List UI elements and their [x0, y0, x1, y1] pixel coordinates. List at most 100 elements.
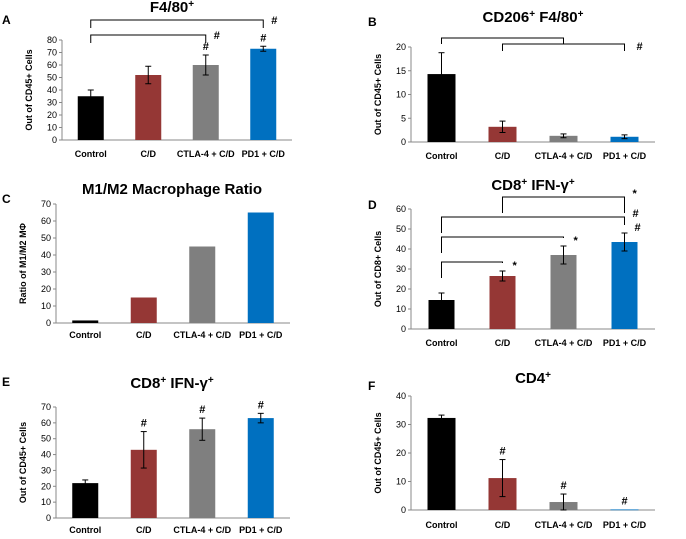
- category-label: Control: [69, 525, 101, 535]
- category-label: CTLA-4 + C/D: [535, 151, 593, 161]
- y-axis-label: Out of CD45+ Cells: [373, 412, 383, 493]
- chart-title: CD4+: [515, 370, 551, 387]
- bracket-line: [441, 216, 625, 233]
- chart-title: CD8+ IFN-γ+: [491, 177, 575, 194]
- category-label: C/D: [495, 520, 511, 530]
- bracket-label: #: [633, 208, 639, 220]
- category-label: PD1 + C/D: [242, 149, 286, 159]
- y-tick-label: 70: [41, 402, 51, 412]
- chart-panel-d: D CD8+ IFN-γ+ 0 10 20 30 40 50 60 Out of CD8+ Cel…: [368, 177, 655, 348]
- y-tick-label: 30: [396, 420, 406, 430]
- y-tick-label: 30: [41, 465, 51, 475]
- bar-4: [247, 418, 274, 518]
- y-tick-label: 70: [47, 48, 57, 58]
- significance-mark: #: [621, 495, 627, 507]
- panel-label: E: [2, 375, 10, 389]
- y-tick-label: 10: [41, 301, 51, 311]
- category-label: CTLA-4 + C/D: [535, 338, 593, 348]
- y-tick-label: 20: [396, 42, 406, 52]
- y-tick-label: 80: [47, 35, 57, 45]
- category-label: PD1 + C/D: [603, 520, 647, 530]
- comparison-bracket: #: [441, 37, 643, 53]
- significance-mark: #: [258, 399, 264, 411]
- bracket-line: [441, 236, 564, 253]
- bar-1: [72, 320, 99, 323]
- significance-mark: #: [203, 41, 209, 53]
- y-tick-label: 30: [41, 267, 51, 277]
- chart-panel-e: E CD8+ IFN-γ+ 0 10 20 30 40 50 60 70 Out of CD45+ …: [2, 375, 290, 535]
- y-tick-label: 0: [401, 137, 406, 147]
- bar-1: [427, 417, 456, 510]
- significance-mark: *: [513, 260, 518, 272]
- bar-4: [610, 509, 639, 511]
- y-tick-label: 40: [396, 244, 406, 254]
- bracket-line: [441, 37, 564, 44]
- bracket-label: *: [633, 188, 638, 200]
- y-tick-label: 30: [47, 98, 57, 108]
- chart-title: CD206+ F4/80+: [483, 9, 584, 26]
- bar-3: [550, 255, 577, 329]
- y-tick-label: 50: [47, 73, 57, 83]
- bar-1: [77, 96, 104, 140]
- bracket-label: #: [271, 15, 277, 27]
- y-tick-label: 70: [41, 199, 51, 209]
- y-tick-label: 0: [46, 318, 51, 328]
- category-label: C/D: [136, 330, 152, 340]
- chart-title: CD8+ IFN-γ+: [130, 375, 214, 392]
- y-tick-label: 20: [41, 481, 51, 491]
- y-tick-label: 60: [41, 216, 51, 226]
- bar-4: [247, 212, 274, 323]
- chart-panel-c: C M1/M2 Macrophage Ratio 0 10 20 30 40 50 60 70 Ra…: [2, 181, 290, 340]
- category-label: CTLA-4 + C/D: [535, 520, 593, 530]
- bar-1: [72, 483, 99, 518]
- category-label: PD1 + C/D: [239, 330, 283, 340]
- y-axis-label: Out of CD45+ Cells: [24, 49, 34, 130]
- y-tick-label: 60: [396, 204, 406, 214]
- y-tick-label: 10: [396, 304, 406, 314]
- panel-label: B: [368, 15, 377, 29]
- y-axis-label: Out of CD45+ Cells: [18, 422, 28, 503]
- panel-label: F: [368, 379, 375, 393]
- significance-mark: #: [141, 418, 147, 430]
- y-tick-label: 10: [41, 497, 51, 507]
- y-tick-label: 10: [47, 123, 57, 133]
- category-label: PD1 + C/D: [603, 151, 647, 161]
- bracket-line: [90, 34, 207, 43]
- y-tick-label: 40: [41, 450, 51, 460]
- y-tick-label: 60: [47, 60, 57, 70]
- bracket-line: [441, 261, 503, 278]
- category-label: Control: [426, 520, 458, 530]
- category-label: Control: [69, 330, 101, 340]
- bar-2: [489, 276, 516, 329]
- bar-4: [250, 48, 277, 140]
- category-label: C/D: [495, 338, 511, 348]
- category-label: C/D: [136, 525, 152, 535]
- significance-mark: #: [199, 404, 205, 416]
- category-label: CTLA-4 + C/D: [177, 149, 235, 159]
- bracket-line: [90, 19, 264, 28]
- bar-2: [135, 75, 162, 140]
- chart-panel-b: B CD206+ F4/80+ 0 5 10 15 20 Out of CD45+ Cells…: [368, 9, 655, 161]
- panel-label: C: [2, 192, 11, 206]
- significance-mark: *: [574, 235, 579, 247]
- bar-4: [610, 136, 639, 142]
- chart-panel-a: A F4/80+ 0 10 20 30 40 50 60 70 80 Out of CD45+ Cel…: [2, 0, 292, 159]
- category-label: C/D: [495, 151, 511, 161]
- bracket-label: #: [214, 30, 220, 42]
- category-label: CTLA-4 + C/D: [173, 330, 231, 340]
- panel-label: A: [2, 13, 11, 27]
- comparison-bracket: *: [502, 188, 638, 213]
- y-tick-label: 50: [396, 224, 406, 234]
- y-tick-label: 10: [396, 90, 406, 100]
- comparison-bracket: #: [441, 208, 639, 233]
- comparison-bracket: #: [90, 15, 277, 28]
- bar-4: [611, 242, 638, 329]
- y-tick-label: 20: [396, 448, 406, 458]
- y-tick-label: 40: [396, 391, 406, 401]
- y-tick-label: 50: [41, 434, 51, 444]
- y-axis-label: Out of CD45+ Cells: [373, 54, 383, 135]
- y-tick-label: 15: [396, 66, 406, 76]
- category-label: PD1 + C/D: [239, 525, 283, 535]
- y-tick-label: 30: [396, 264, 406, 274]
- y-tick-label: 0: [401, 505, 406, 515]
